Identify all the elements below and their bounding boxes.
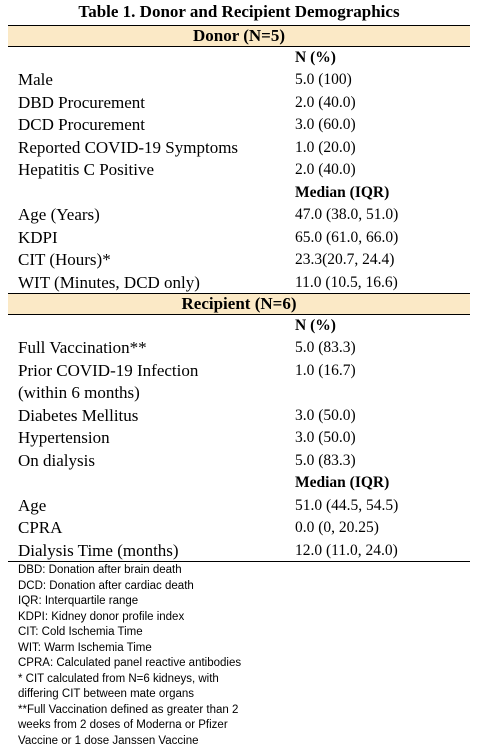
- cell-value: 1.0 (20.0): [295, 138, 356, 156]
- footnote: differing CIT between mate organs: [18, 688, 195, 700]
- footnote: DBD: Donation after brain death: [18, 564, 182, 576]
- row-label: Hepatitis C Positive: [18, 160, 154, 179]
- cell-value: 2.0 (40.0): [295, 161, 356, 178]
- row-label: Age (Years): [18, 205, 100, 224]
- rule: [8, 314, 470, 315]
- row-label: Male: [18, 70, 53, 89]
- row-label: Dialysis Time (months): [18, 540, 179, 560]
- row-label: Full Vaccination**: [18, 338, 147, 357]
- cell-value: 12.0 (11.0, 24.0): [295, 541, 398, 559]
- section-header: Recipient (N=6): [181, 293, 297, 313]
- cell-value: 2.0 (40.0): [295, 93, 356, 111]
- cell-value: 5.0 (83.3): [295, 339, 356, 356]
- row-label: Reported COVID-19 Symptoms: [18, 137, 239, 157]
- footnote: * CIT calculated from N=6 kidneys, with: [18, 672, 219, 685]
- cell-value: 5.0 (100): [295, 71, 352, 88]
- column-heading: N (%): [295, 48, 336, 66]
- row-label: DBD Procurement: [18, 92, 146, 112]
- row-label: Hypertension: [18, 428, 110, 447]
- rule: [8, 46, 470, 47]
- column-heading: N (%): [295, 316, 336, 334]
- row-label: Diabetes Mellitus: [18, 405, 139, 425]
- cell-value: 51.0 (44.5, 54.5): [295, 496, 399, 514]
- column-heading: Median (IQR): [295, 183, 390, 201]
- cell-value: 5.0 (83.3): [295, 451, 356, 469]
- row-label: CIT (Hours)*: [18, 250, 111, 269]
- footnote: CPRA: Calculated panel reactive antibodi…: [18, 657, 242, 669]
- cell-value: 3.0 (50.0): [295, 406, 356, 424]
- row-label: On dialysis: [18, 450, 95, 470]
- row-label: Prior COVID-19 Infection: [18, 360, 199, 380]
- row-label: Age: [18, 495, 47, 515]
- row-label: DCD Procurement: [18, 115, 146, 134]
- footnote: weeks from 2 doses of Moderna or Pfizer: [18, 719, 228, 731]
- footnote: KDPI: Kidney donor profile index: [18, 610, 185, 623]
- footnote: CIT: Cold Ischemia Time: [18, 626, 143, 638]
- cell-value: 47.0 (38.0, 51.0): [295, 206, 399, 223]
- table-title: Table 1. Donor and Recipient Demographic…: [78, 2, 400, 21]
- footnote: WIT: Warm Ischemia Time: [18, 641, 152, 654]
- cell-value: 0.0 (0, 20.25): [295, 519, 379, 536]
- footnote: IQR: Interquartile range: [18, 595, 139, 607]
- footnote: **Full Vaccination defined as greater th…: [18, 703, 239, 716]
- footnote: DCD: Donation after cardiac death: [18, 579, 194, 592]
- section-band: [8, 25, 470, 46]
- footnote: Vaccine or 1 dose Janssen Vaccine: [18, 734, 199, 747]
- column-heading: Median (IQR): [295, 474, 390, 491]
- section-header: Donor (N=5): [192, 25, 285, 45]
- row-label: (within 6 months): [18, 383, 140, 402]
- row-label: WIT (Minutes, DCD only): [18, 272, 200, 292]
- cell-value: 3.0 (50.0): [295, 429, 356, 446]
- rule: [8, 293, 470, 294]
- cell-value: 1.0 (16.7): [295, 361, 356, 379]
- section-band: [8, 293, 470, 314]
- cell-value: 3.0 (60.0): [295, 116, 356, 133]
- rule: [8, 25, 470, 26]
- row-label: KDPI: [18, 227, 58, 247]
- cell-value: 11.0 (10.5, 16.6): [295, 273, 398, 291]
- cell-value: 65.0 (61.0, 66.0): [295, 228, 399, 246]
- cell-value: 23.3(20.7, 24.4): [295, 251, 395, 268]
- row-label: CPRA: [18, 518, 63, 537]
- rule: [8, 561, 470, 562]
